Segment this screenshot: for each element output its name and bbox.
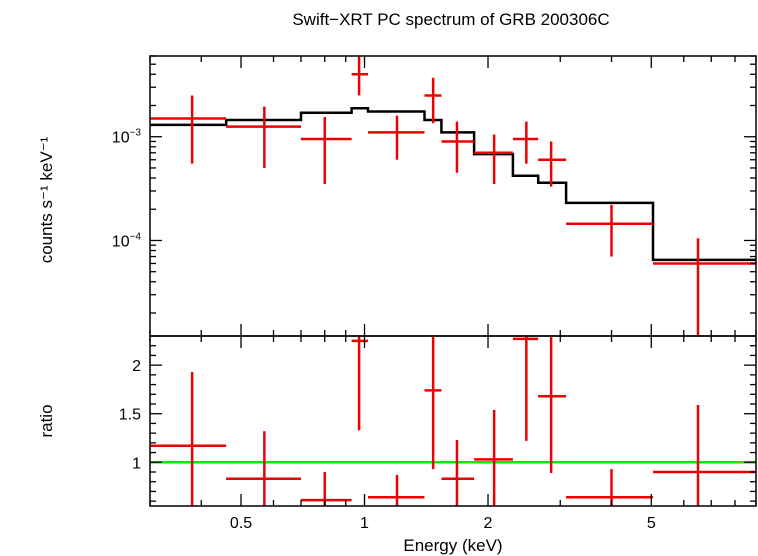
- y-tick-label-exponent: −3: [130, 128, 142, 139]
- y-tick-label-base: 10: [112, 130, 130, 147]
- ratio-data-point: [441, 439, 475, 506]
- ratio-data-point: [653, 404, 756, 506]
- x-tick-label: 2: [484, 515, 493, 532]
- spectrum-data-point: [226, 106, 301, 168]
- ratio-data-point: [538, 336, 567, 473]
- ratio-panel-frame: [149, 335, 757, 507]
- ratio-panel: 1 1.5 2 0.5 1 2 5: [119, 335, 757, 532]
- spectrum-data-point: [538, 141, 567, 187]
- ratio-data-point: [512, 336, 539, 441]
- y-tick-label: 10−4: [112, 231, 142, 250]
- spectrum-data-point: [441, 121, 475, 173]
- x-axis-label: Energy (keV): [403, 536, 502, 555]
- ratio-y-tick-label: 1.5: [119, 407, 141, 424]
- spectrum-data-point: [653, 238, 756, 336]
- y-tick-label-base: 10: [112, 233, 130, 250]
- ratio-y-tick-label: 1: [132, 455, 141, 472]
- x-tick-label: 1: [360, 515, 369, 532]
- x-tick-label: 5: [647, 515, 656, 532]
- y-axis-label-spectrum: counts s⁻¹ keV⁻¹: [37, 136, 56, 263]
- ratio-data-point: [351, 336, 369, 431]
- spectrum-data-point: [150, 95, 227, 164]
- ratio-data-point: [566, 469, 654, 506]
- ratio-y-tick-label: 2: [132, 358, 141, 375]
- y-axis-label-ratio: ratio: [37, 404, 56, 437]
- x-tick-label: 0.5: [230, 515, 252, 532]
- y-tick-label-exponent: −4: [130, 231, 142, 242]
- ratio-data-point: [424, 336, 442, 470]
- chart-title: Swift−XRT PC spectrum of GRB 200306C: [292, 10, 609, 29]
- spectrum-data-point: [351, 56, 369, 96]
- spectrum-data-point: [424, 77, 442, 124]
- spectrum-data-point: [512, 121, 539, 164]
- spectrum-data-point: [300, 116, 352, 185]
- y-tick-label: 10−3: [112, 128, 142, 147]
- ratio-data-point: [226, 431, 301, 506]
- ratio-data-point: [150, 371, 227, 506]
- spectrum-data-point: [368, 115, 425, 160]
- spectrum-data-point: [474, 134, 513, 185]
- ratio-data-point: [300, 472, 352, 506]
- spectrum-panel-frame: [149, 55, 757, 337]
- spectrum-data-point: [566, 204, 654, 257]
- model-step-line: [150, 107, 756, 262]
- ratio-data-point: [474, 409, 513, 506]
- ratio-data-point: [368, 474, 425, 506]
- spectrum-panel: 10−310−4: [112, 55, 757, 337]
